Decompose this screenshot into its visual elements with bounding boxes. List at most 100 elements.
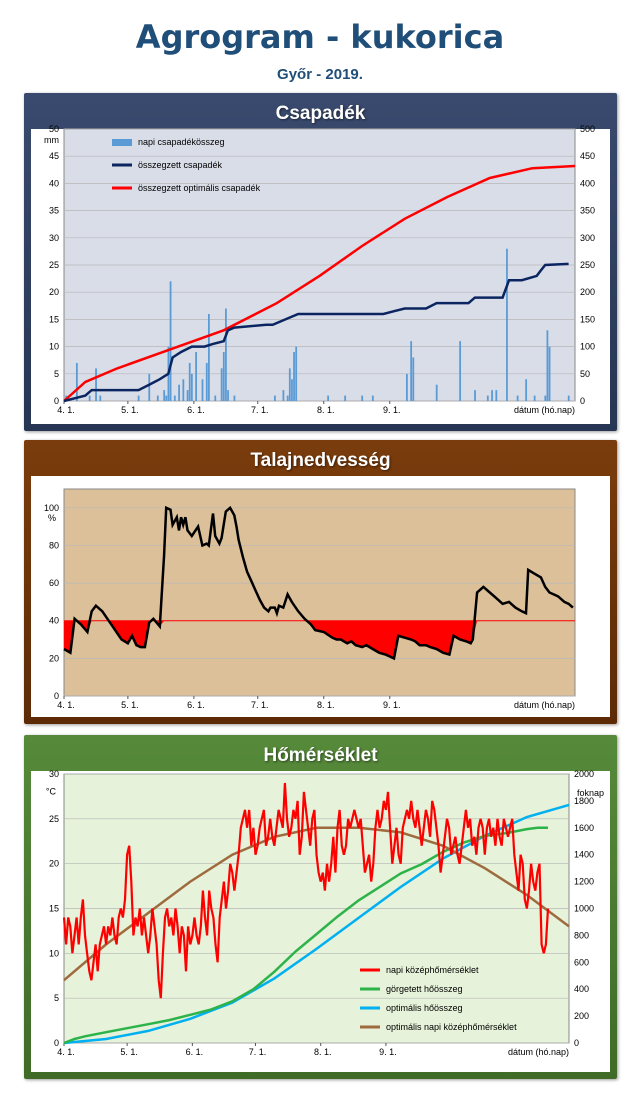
precip-bar <box>225 308 227 401</box>
y-tick-label: 100 <box>44 503 59 513</box>
precip-bar <box>525 379 528 401</box>
y-right-tick-label: 300 <box>580 233 595 243</box>
precip-bar <box>220 368 223 401</box>
precip-bar <box>137 395 140 401</box>
legend-label: optimális napi középhőmérséklet <box>386 1022 517 1032</box>
y-tick-label: 5 <box>54 993 59 1003</box>
x-axis-label: dátum (hó.nap) <box>508 1047 569 1057</box>
precip-bar <box>227 390 229 401</box>
precip-bar <box>435 384 438 401</box>
precip-bar <box>195 352 198 401</box>
x-tick-label: 5. 1. <box>121 405 139 415</box>
temperature-panel: Hőmérséklet 0 5 10 15 20 25 30 0 200 400 600 800 100… <box>24 735 617 1079</box>
precip-bar <box>295 346 298 401</box>
y-right-tick-label: 500 <box>580 124 595 134</box>
precip-bar <box>486 395 489 401</box>
rolling-heat-sum-line <box>63 826 548 1045</box>
x-tick-label: 4. 1. <box>57 1047 75 1057</box>
legend-label: összegzett csapadék <box>138 160 223 170</box>
y-right-tick-label: 50 <box>580 369 590 379</box>
precip-bar <box>273 395 276 401</box>
precip-bar <box>190 373 193 401</box>
precip-bar <box>163 390 166 401</box>
precip-bar <box>344 395 347 401</box>
plot-area <box>63 488 576 697</box>
x-axis-label: dátum (hó.nap) <box>514 405 575 415</box>
y-tick-label: 0 <box>54 396 59 406</box>
precip-bar <box>214 395 217 401</box>
y-tick-label: 20 <box>49 287 59 297</box>
x-tick-label: 6. 1. <box>186 1047 204 1057</box>
y-tick-label: 10 <box>49 342 59 352</box>
temperature-chart: 0 5 10 15 20 25 30 0 200 400 600 800 1000 1200 1400 160… <box>46 769 604 1057</box>
y-right-tick-label: 450 <box>580 151 595 161</box>
legend-label: összegzett optimális csapadék <box>138 183 261 193</box>
precip-bar <box>156 395 159 401</box>
soil-moisture-title: Talajnedvesség <box>250 450 391 471</box>
precip-bar <box>201 379 204 401</box>
temperature-title: Hőmérséklet <box>263 745 378 766</box>
y-unit-label: % <box>48 513 56 523</box>
precip-bar <box>173 395 176 401</box>
precip-bar <box>207 313 210 401</box>
y-right-tick-label: 800 <box>574 930 589 940</box>
precip-bar <box>165 395 168 401</box>
x-tick-label: 9. 1. <box>379 1047 397 1057</box>
y-tick-label: 15 <box>49 314 59 324</box>
x-tick-label: 6. 1. <box>187 405 205 415</box>
page-title: Agrogram - kukorica <box>135 18 505 56</box>
optimal-daily-temp-line <box>63 826 570 982</box>
legend-label: optimális hőösszeg <box>386 1003 463 1013</box>
precip-bar <box>567 395 570 401</box>
precip-bar <box>186 390 189 401</box>
y-right-tick-label: 250 <box>580 260 595 270</box>
y-right-tick-label: 0 <box>580 396 585 406</box>
y-right-unit-label: foknap <box>577 788 604 798</box>
x-tick-label: 8. 1. <box>314 1047 332 1057</box>
y-tick-label: 80 <box>49 540 59 550</box>
y-right-tick-label: 350 <box>580 206 595 216</box>
y-right-tick-label: 400 <box>580 178 595 188</box>
x-tick-label: 6. 1. <box>187 700 205 710</box>
y-tick-label: 0 <box>54 691 59 701</box>
y-right-tick-label: 0 <box>574 1038 579 1048</box>
x-tick-label: 8. 1. <box>317 700 335 710</box>
soil-moisture-panel: Talajnedvesség 0 20 40 60 80 100 4. 1. 5. 1. 6. … <box>24 440 617 724</box>
x-axis-label: dátum (hó.nap) <box>514 700 575 710</box>
precip-bar <box>222 352 225 401</box>
precip-bar <box>288 368 291 401</box>
precip-bar <box>412 357 415 401</box>
cumulative-line <box>63 262 569 403</box>
y-right-tick-label: 200 <box>580 287 595 297</box>
y-right-tick-label: 2000 <box>574 769 594 779</box>
precip-bar <box>474 390 476 401</box>
precip-bar <box>95 368 97 401</box>
y-tick-label: 35 <box>49 206 59 216</box>
precip-bar <box>405 373 408 401</box>
precip-bar <box>371 395 374 401</box>
y-tick-label: 50 <box>49 124 59 134</box>
daily-temp-line <box>62 782 550 999</box>
precip-bar <box>205 362 208 401</box>
precip-bar <box>233 395 236 401</box>
x-tick-label: 4. 1. <box>57 405 75 415</box>
precip-bar <box>182 379 185 401</box>
x-tick-label: 9. 1. <box>383 700 401 710</box>
soil-moisture-line <box>63 505 574 661</box>
precip-bar <box>533 395 536 401</box>
precip-bar <box>282 390 285 401</box>
y-tick-label: 45 <box>49 151 59 161</box>
y-tick-label: 20 <box>49 653 59 663</box>
x-tick-label: 5. 1. <box>121 700 139 710</box>
precip-bar <box>99 395 102 401</box>
y-tick-label: 30 <box>49 769 59 779</box>
legend-label: napi csapadékösszeg <box>138 137 225 147</box>
y-tick-label: 40 <box>49 178 59 188</box>
precip-bar <box>291 379 293 401</box>
x-tick-label: 7. 1. <box>249 1047 267 1057</box>
y-right-tick-label: 1600 <box>574 823 594 833</box>
y-tick-label: 25 <box>49 814 59 824</box>
precip-bar <box>286 395 289 401</box>
x-tick-label: 8. 1. <box>317 405 335 415</box>
y-tick-label: 40 <box>49 616 59 626</box>
